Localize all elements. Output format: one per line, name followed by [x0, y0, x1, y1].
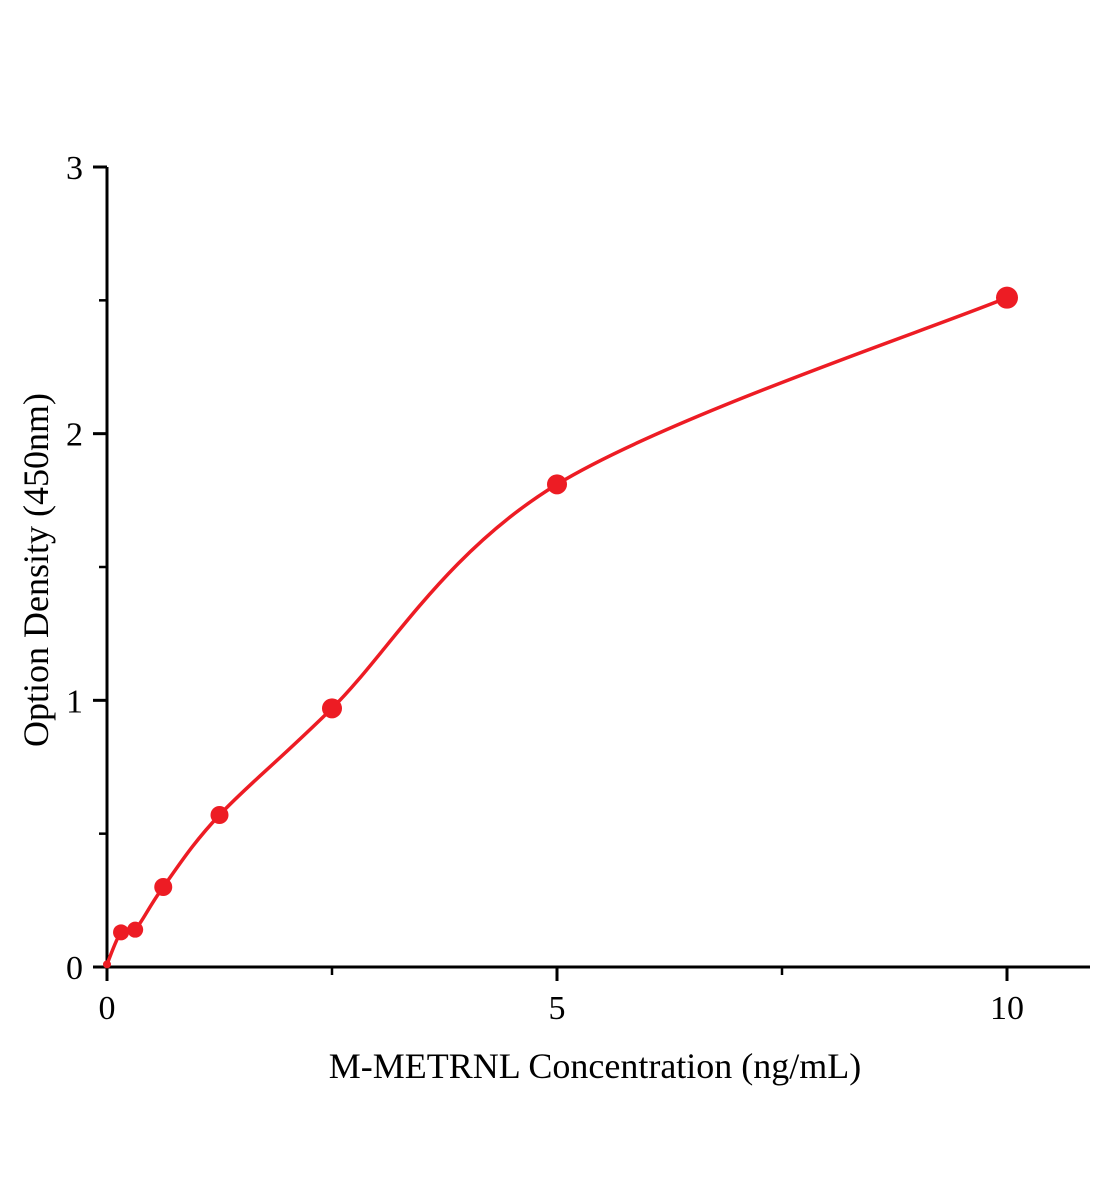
data-point [547, 474, 567, 495]
x-tick-label: 5 [549, 990, 566, 1027]
data-point [113, 924, 130, 941]
data-point [103, 960, 111, 969]
y-tick-label: 1 [66, 683, 83, 720]
data-point [210, 806, 229, 824]
data-point [996, 286, 1018, 309]
data-point [127, 921, 144, 938]
data-point [154, 878, 173, 896]
y-tick-label: 0 [66, 950, 83, 987]
x-axis-title: M-METRNL Concentration (ng/mL) [329, 1046, 862, 1086]
x-tick-label: 0 [99, 990, 116, 1027]
data-point [322, 698, 342, 719]
y-axis-title: Option Density (450nm) [16, 393, 56, 747]
axis-ticks [93, 165, 1009, 981]
tick-labels: 0 5 10 0 1 2 3 [66, 150, 1024, 1027]
data-points [103, 286, 1018, 969]
fit-curve [105, 295, 1009, 967]
axes [105, 167, 1090, 969]
y-tick-label: 2 [66, 417, 83, 454]
y-tick-label: 3 [66, 150, 83, 187]
x-tick-label: 10 [990, 990, 1024, 1027]
